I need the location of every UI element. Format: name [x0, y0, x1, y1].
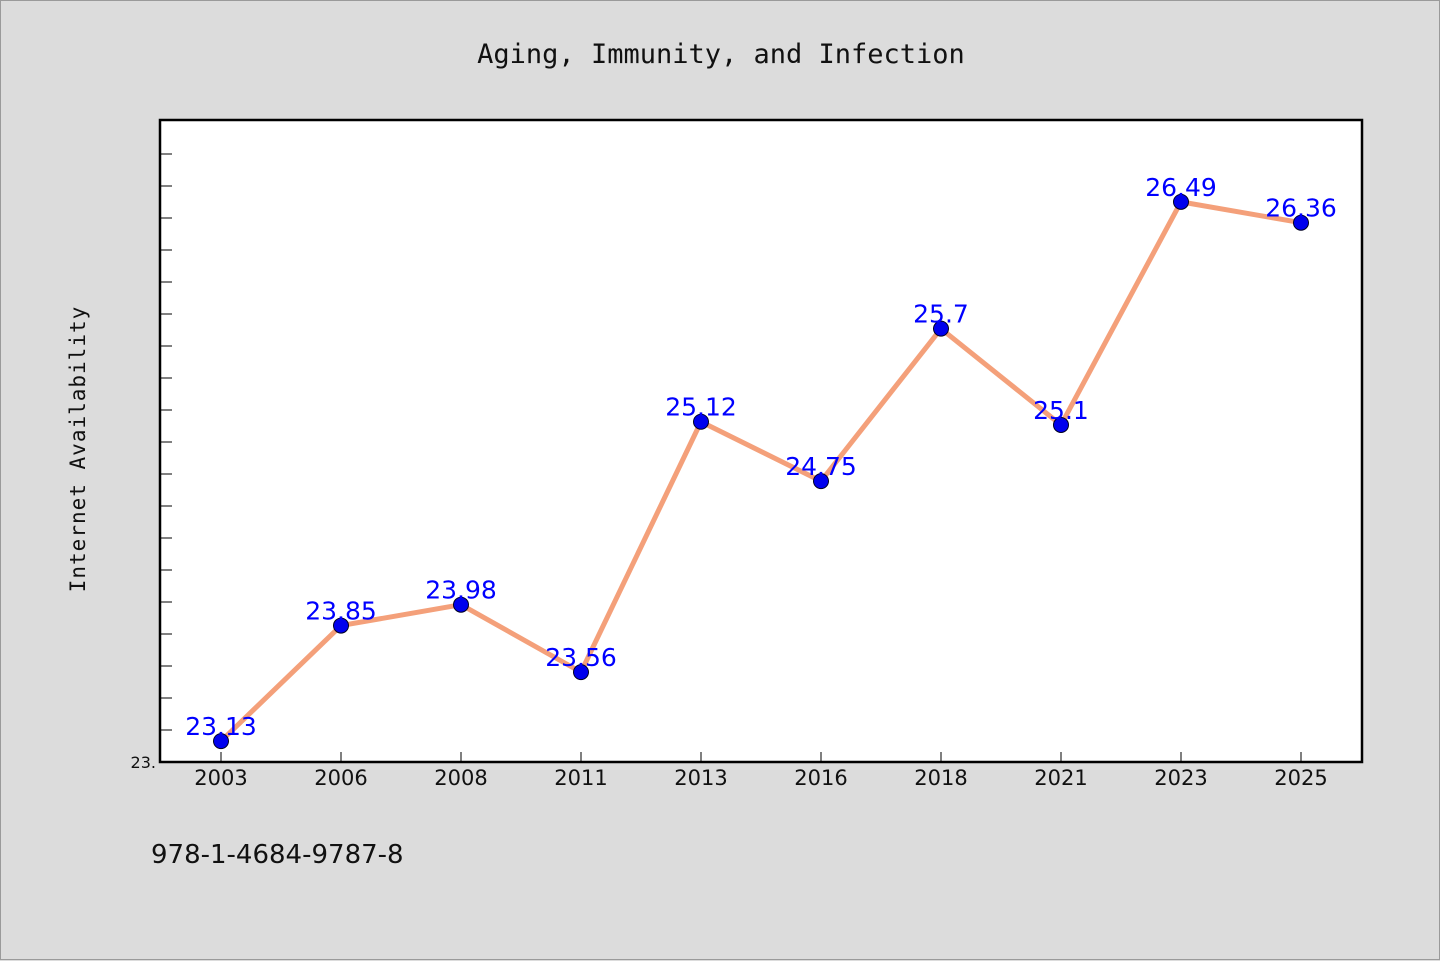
data-point	[933, 320, 949, 337]
data-label: 26.49	[1145, 173, 1217, 202]
x-axis-ticks: 2003 2006 2008 2011 2013 2016 2018 2021 2023 2025	[194, 752, 1328, 790]
x-axis-tick-label: 2013	[674, 766, 727, 790]
y-axis-label: Internet Availability	[66, 306, 90, 593]
data-point	[213, 733, 229, 750]
y-axis-tick-label: 23.	[131, 753, 156, 772]
data-label: 24.75	[785, 452, 857, 481]
data-point	[333, 617, 349, 634]
data-point	[1293, 214, 1309, 231]
data-label: 25.7	[913, 300, 969, 329]
data-point	[693, 413, 709, 430]
x-axis-tick-label: 2021	[1034, 766, 1087, 790]
data-label: 23.56	[545, 643, 617, 672]
x-axis-tick-label: 2006	[314, 766, 367, 790]
x-axis-tick-label: 2003	[194, 766, 247, 790]
isbn-text: 978-1-4684-9787-8	[151, 840, 404, 870]
markers-group	[213, 193, 1309, 750]
data-point	[1053, 416, 1069, 433]
y-axis-ticks: 23.	[131, 153, 172, 772]
series-group	[218, 199, 1304, 744]
data-point	[1173, 193, 1189, 210]
x-axis-tick-label: 2008	[434, 766, 487, 790]
data-labels-group: 23.13 23.85 23.98 23.56 25.12 24.75 25.7 25.1 26…	[185, 173, 1337, 741]
series-line	[218, 199, 1304, 744]
x-axis-tick-label: 2016	[794, 766, 847, 790]
data-label: 25.1	[1033, 396, 1089, 425]
data-point	[813, 473, 829, 490]
data-label: 26.36	[1265, 194, 1337, 223]
chart-title: Aging, Immunity, and Infection	[477, 39, 965, 70]
x-axis-tick-label: 2025	[1274, 766, 1327, 790]
x-axis-tick-label: 2018	[914, 766, 967, 790]
x-axis-tick-label: 2011	[554, 766, 607, 790]
data-label: 23.98	[425, 576, 497, 605]
data-point	[573, 664, 589, 681]
plot-area	[158, 118, 1364, 764]
data-point	[453, 596, 469, 613]
data-label: 25.12	[665, 393, 737, 422]
x-axis-tick-label: 2023	[1154, 766, 1207, 790]
data-label: 23.13	[185, 712, 257, 741]
data-label: 23.85	[305, 597, 377, 626]
